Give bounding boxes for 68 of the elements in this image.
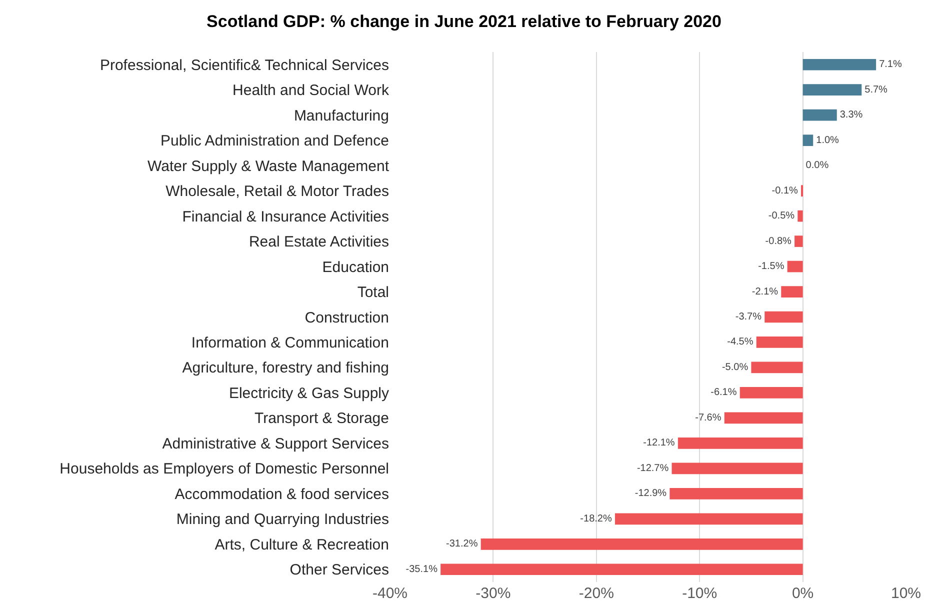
bar: [802, 109, 837, 121]
y-tick-label: Manufacturing: [294, 107, 389, 124]
data-label: -18.2%: [580, 513, 612, 524]
bar: [798, 210, 803, 222]
y-tick-label: Electricity & Gas Supply: [228, 384, 390, 402]
y-tick-label: Professional, Scientific& Technical Services: [100, 56, 389, 74]
bar: [787, 260, 803, 272]
data-label: -12.9%: [634, 488, 667, 500]
data-label: -1.5%: [758, 261, 784, 272]
data-label: -5.0%: [722, 362, 748, 373]
data-label: -4.5%: [727, 336, 754, 348]
y-tick-label: Households as Employers of Domestic Personnel: [60, 460, 389, 478]
y-tick-label: Information & Communication: [191, 334, 389, 352]
data-label: -35.1%: [406, 564, 438, 575]
data-label: -0.8%: [765, 236, 792, 247]
y-tick-label: Financial & Insurance Activities: [182, 208, 389, 226]
x-tick-label: -40%: [372, 585, 408, 602]
bar: [678, 438, 803, 449]
bar: [672, 462, 803, 474]
data-label: 7.1%: [879, 59, 902, 70]
bar: [802, 58, 876, 70]
data-label: 5.7%: [864, 84, 888, 96]
bar: [614, 513, 803, 525]
y-tick-label: Administrative & Support Services: [162, 435, 389, 452]
y-tick-label: Total: [357, 284, 389, 302]
bar: [670, 488, 803, 500]
data-label: -2.1%: [752, 286, 778, 298]
y-tick-label: Real Estate Activities: [248, 234, 389, 251]
bar: [440, 564, 803, 576]
data-label: -12.1%: [643, 438, 675, 449]
y-tick-label: Transport & Storage: [254, 410, 389, 428]
bar: [756, 336, 803, 348]
x-tick-label: 0%: [792, 585, 814, 602]
x-tick-label: -20%: [578, 585, 614, 602]
data-label: -3.7%: [735, 312, 762, 322]
chart-title: Scotland GDP: % change in June 2021 relative to February 2020: [206, 12, 722, 32]
data-label: 1.0%: [816, 134, 840, 146]
bar: [781, 286, 803, 298]
bar: [802, 84, 862, 96]
bar: [480, 538, 803, 550]
y-tick-label: Agriculture, forestry and fishing: [182, 360, 389, 377]
y-tick-label: Other Services: [290, 562, 389, 579]
y-tick-label: Mining and Quarrying Industries: [176, 511, 389, 528]
bar: [794, 236, 803, 247]
y-tick-label: Education: [322, 258, 389, 276]
bar: [724, 412, 803, 424]
y-tick-label: Water Supply & Waste Management: [148, 158, 390, 175]
bar: [740, 387, 803, 398]
data-label: -12.7%: [636, 462, 669, 474]
bar: [802, 134, 814, 146]
y-tick-label: Construction: [304, 309, 389, 326]
data-label: 0.0%: [806, 160, 829, 172]
x-tick-label: 10%: [890, 585, 922, 602]
x-tick-label: -10%: [682, 585, 718, 602]
x-tick-label: -30%: [476, 585, 511, 602]
y-tick-label: Health and Social Work: [232, 82, 390, 100]
y-tick-label: Wholesale, Retail & Motor Trades: [166, 183, 389, 200]
bar: [751, 362, 803, 374]
data-label: -6.1%: [710, 387, 737, 398]
data-label: -0.1%: [772, 185, 798, 196]
data-label: -7.6%: [695, 412, 722, 424]
data-label: -0.5%: [768, 210, 795, 222]
y-tick-label: Public Administration and Defence: [160, 132, 389, 150]
data-label: 3.3%: [840, 110, 863, 121]
y-tick-label: Accommodation & food services: [174, 486, 389, 503]
data-label: -31.2%: [446, 538, 478, 550]
bar: [764, 311, 803, 323]
y-tick-label: Arts, Culture & Recreation: [214, 536, 389, 554]
